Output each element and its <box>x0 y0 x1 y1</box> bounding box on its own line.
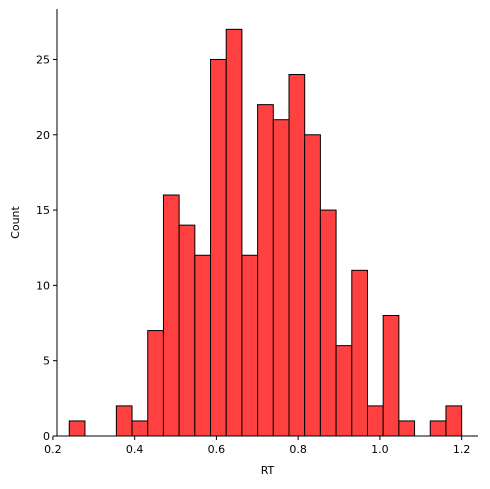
histogram-bar <box>429 420 447 437</box>
y-axis-ticks: 0 5 10 15 20 25 <box>36 53 57 443</box>
histogram-bar <box>398 420 416 437</box>
x-tick-label: 0.4 <box>126 443 144 456</box>
histogram-bar <box>288 74 306 437</box>
histogram-bar <box>366 405 384 437</box>
histogram-bar <box>272 119 290 437</box>
histogram-bar <box>115 405 133 437</box>
histogram-bar <box>162 194 180 437</box>
y-tick-label: 10 <box>36 279 50 292</box>
histogram-bar <box>445 405 463 437</box>
histogram-bar <box>319 209 337 437</box>
y-tick-label: 15 <box>36 204 50 217</box>
x-tick-label: 0.8 <box>289 443 307 456</box>
histogram-bar <box>147 330 164 437</box>
histogram-bar <box>210 58 227 437</box>
y-axis-label: Count <box>9 205 22 238</box>
y-tick-label: 25 <box>36 53 50 66</box>
histogram-bar <box>304 134 321 437</box>
y-tick-label: 0 <box>43 430 50 443</box>
histogram-bar <box>241 254 259 437</box>
histogram-bar <box>194 254 212 437</box>
histogram-bar <box>131 420 149 437</box>
histogram-bar <box>335 345 353 437</box>
x-tick-label: 1.0 <box>371 443 389 456</box>
histogram-bar <box>68 420 86 437</box>
histogram-bar <box>257 104 274 437</box>
y-tick-label: 20 <box>36 129 50 142</box>
y-tick-label: 5 <box>43 355 50 368</box>
x-tick-label: 0.6 <box>208 443 226 456</box>
x-axis-label: RT <box>261 464 275 477</box>
histogram-bar <box>351 269 368 437</box>
bars-group <box>68 28 463 437</box>
x-tick-label: 0.2 <box>44 443 62 456</box>
x-tick-label: 1.2 <box>453 443 471 456</box>
x-axis-ticks: 0.2 0.4 0.6 0.8 1.0 1.2 <box>44 436 470 456</box>
histogram-bar <box>178 224 196 437</box>
histogram-bar <box>225 28 243 437</box>
histogram-bar <box>382 315 400 437</box>
